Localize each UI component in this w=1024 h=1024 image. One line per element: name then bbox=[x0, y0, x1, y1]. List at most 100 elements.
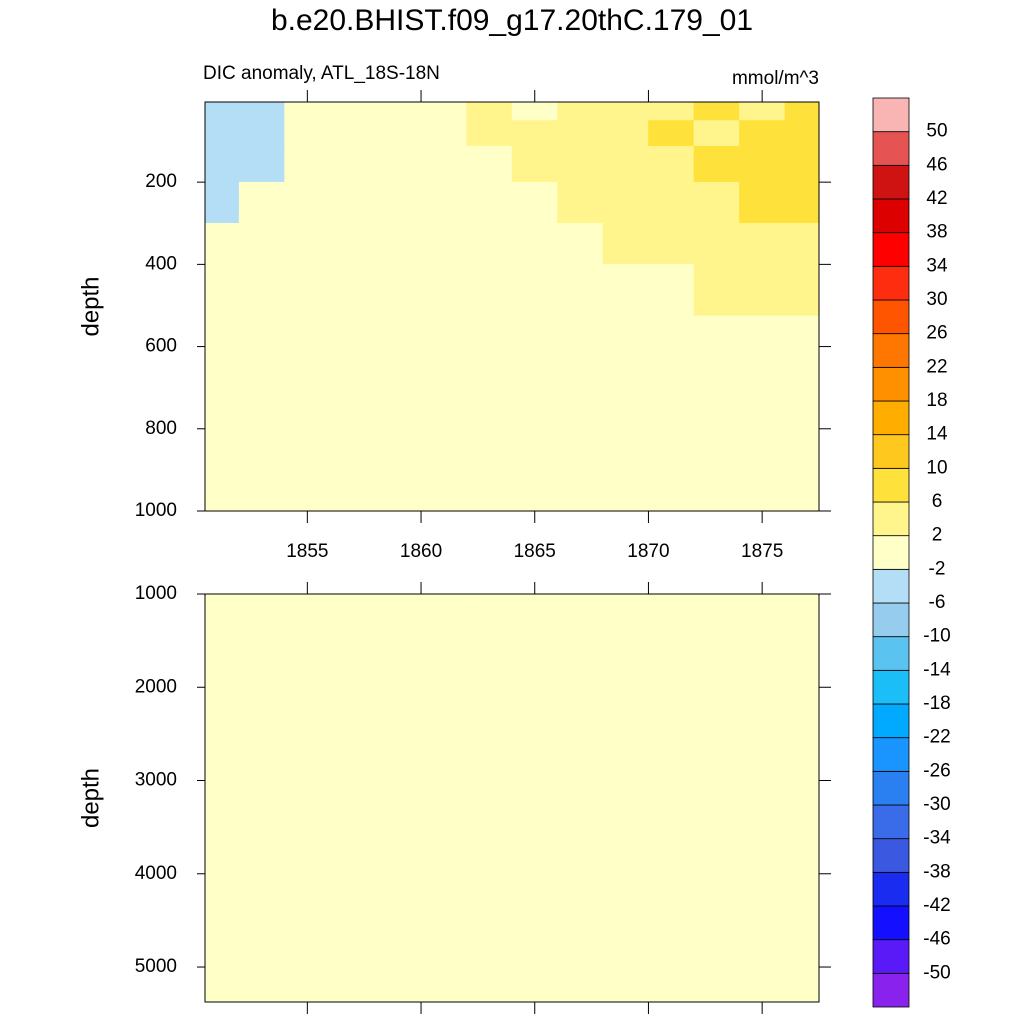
contour-cell bbox=[329, 315, 376, 388]
contour-cell bbox=[284, 315, 331, 388]
contour-cell bbox=[511, 593, 558, 688]
contour-cell bbox=[693, 315, 740, 388]
contour-cell bbox=[602, 120, 649, 147]
contour-cell bbox=[420, 315, 467, 388]
contour-cell bbox=[511, 459, 558, 512]
contour-cell bbox=[238, 780, 285, 875]
contour-cell bbox=[375, 120, 422, 147]
contour-cell bbox=[511, 145, 558, 183]
contour-cell bbox=[784, 593, 820, 688]
contour-cell bbox=[420, 223, 467, 265]
y-tick-label: 5000 bbox=[135, 956, 177, 977]
contour-cell bbox=[284, 593, 331, 688]
contour-cell bbox=[739, 101, 786, 121]
contour-cell bbox=[238, 145, 285, 183]
contour-cell bbox=[238, 873, 285, 954]
contour-cell bbox=[420, 264, 467, 316]
contour-cell bbox=[784, 181, 820, 224]
contour-cell bbox=[329, 780, 376, 875]
colorbar-box bbox=[872, 164, 910, 200]
colorbar-box bbox=[872, 669, 910, 705]
contour-cell bbox=[602, 315, 649, 388]
contour-cell bbox=[329, 120, 376, 147]
contour-cell bbox=[784, 459, 820, 512]
contour-cell bbox=[329, 873, 376, 954]
contour-cell bbox=[420, 873, 467, 954]
colorbar-box bbox=[872, 905, 910, 941]
contour-cell bbox=[511, 223, 558, 265]
contour-cell bbox=[602, 459, 649, 512]
contour-cell bbox=[466, 593, 513, 688]
contour-cell bbox=[739, 459, 786, 512]
contour-cell bbox=[375, 181, 422, 224]
contour-cell bbox=[238, 101, 285, 121]
contour-cell bbox=[284, 145, 331, 183]
contour-cell bbox=[511, 952, 558, 1003]
contour-cell bbox=[466, 459, 513, 512]
contour-cell bbox=[204, 181, 240, 224]
contour-cell bbox=[784, 952, 820, 1003]
colorbar-box bbox=[872, 131, 910, 166]
contour-cell bbox=[557, 459, 604, 512]
contour-cell bbox=[466, 264, 513, 316]
contour-cell bbox=[284, 952, 331, 1003]
contour-cell bbox=[329, 264, 376, 316]
colorbar-box bbox=[872, 972, 910, 1008]
colorbar-box bbox=[872, 232, 910, 267]
x-tick-label: 1865 bbox=[514, 541, 556, 562]
contour-cell bbox=[238, 315, 285, 388]
contour-cell bbox=[204, 145, 240, 183]
contour-cell bbox=[420, 593, 467, 688]
contour-cell bbox=[375, 264, 422, 316]
contour-cell bbox=[238, 264, 285, 316]
contour-cell bbox=[739, 593, 786, 688]
contour-cell bbox=[648, 873, 695, 954]
colorbar-label: -2 bbox=[929, 558, 946, 579]
y-tick-label: 1000 bbox=[135, 500, 177, 521]
contour-cell bbox=[602, 101, 649, 121]
contour-cell bbox=[557, 181, 604, 224]
contour-cell bbox=[693, 687, 740, 781]
contour-cell bbox=[557, 264, 604, 316]
contour-cell bbox=[329, 593, 376, 688]
x-tick-label: 1870 bbox=[627, 541, 669, 562]
contour-cell bbox=[557, 780, 604, 875]
contour-cell bbox=[284, 223, 331, 265]
contour-cell bbox=[739, 387, 786, 460]
colorbar-box bbox=[872, 602, 910, 638]
contour-cell bbox=[511, 387, 558, 460]
contour-cell bbox=[511, 780, 558, 875]
colorbar-label: -18 bbox=[923, 693, 950, 714]
colorbar-box bbox=[872, 265, 910, 301]
contour-cell bbox=[602, 387, 649, 460]
contour-cell bbox=[375, 315, 422, 388]
colorbar-box bbox=[872, 299, 910, 335]
contour-cell bbox=[238, 387, 285, 460]
contour-cell bbox=[329, 387, 376, 460]
contour-cell bbox=[466, 223, 513, 265]
contour-cell bbox=[648, 315, 695, 388]
contour-cell bbox=[784, 145, 820, 183]
colorbar-label: 22 bbox=[926, 356, 947, 377]
colorbar-label: 34 bbox=[926, 255, 948, 276]
contour-cell bbox=[648, 223, 695, 265]
contour-cell bbox=[375, 780, 422, 875]
contour-cell bbox=[329, 687, 376, 781]
colorbar-box bbox=[872, 97, 910, 133]
contour-cell bbox=[557, 952, 604, 1003]
contour-cell bbox=[557, 593, 604, 688]
contour-cell bbox=[648, 120, 695, 147]
contour-cell bbox=[557, 687, 604, 781]
contour-cell bbox=[329, 952, 376, 1003]
colorbar-box bbox=[872, 333, 910, 368]
contour-cell bbox=[375, 223, 422, 265]
contour-cell bbox=[557, 315, 604, 388]
contour-cell bbox=[648, 593, 695, 688]
colorbar-box bbox=[872, 939, 910, 974]
contour-cell bbox=[648, 459, 695, 512]
contour-cell bbox=[511, 873, 558, 954]
contour-cell bbox=[557, 387, 604, 460]
y-tick-label: 3000 bbox=[135, 770, 177, 791]
contour-cell bbox=[557, 873, 604, 954]
colorbar-box bbox=[872, 737, 910, 772]
